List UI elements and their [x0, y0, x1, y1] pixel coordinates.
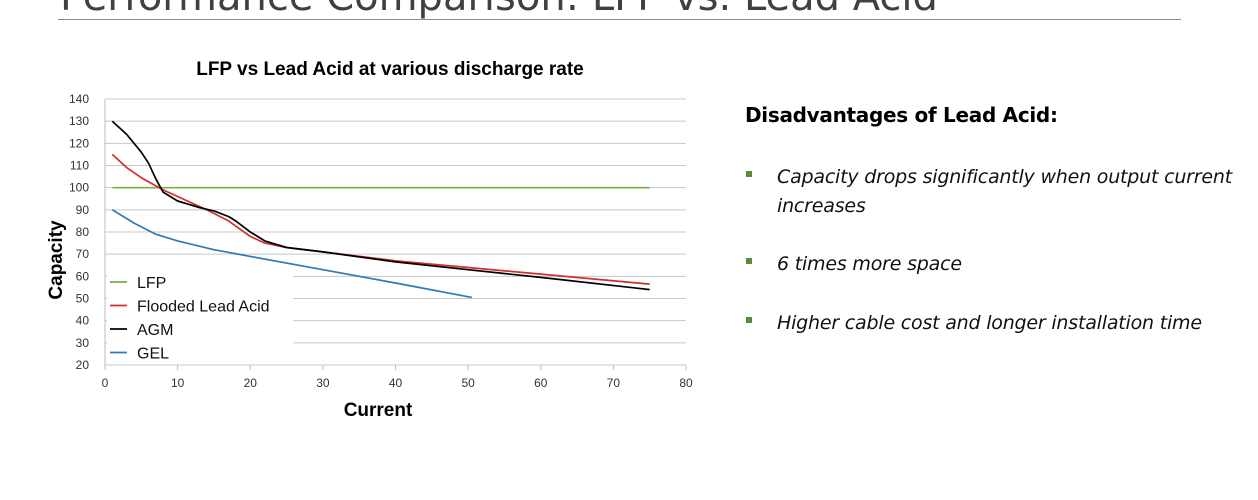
x-tick-label: 0 [102, 376, 109, 390]
line-chart: LFP vs Lead Acid at various discharge ra… [46, 59, 693, 421]
y-tick-label: 50 [76, 292, 90, 306]
panel-heading: Disadvantages of Lead Acid: [745, 103, 1058, 127]
y-tick-label: 100 [69, 181, 89, 195]
y-tick-label: 80 [76, 225, 90, 239]
series-line-agm [111, 120, 650, 291]
slide-title: Performance Comparison: LFP vs. Lead Aci… [60, 0, 938, 20]
bullet-text: Higher cable cost and longer installatio… [777, 312, 1202, 334]
y-axis-label: Capacity [46, 220, 67, 300]
series-line-flooded-lead-acid [111, 153, 650, 285]
x-tick-label: 60 [534, 376, 548, 390]
x-tick-label: 10 [171, 376, 185, 390]
y-tick-label: 40 [76, 314, 90, 328]
legend-label: LFP [137, 275, 166, 292]
y-tick-label: 130 [69, 114, 89, 128]
bullet-square-icon [746, 317, 752, 323]
y-tick-label: 70 [76, 247, 90, 261]
x-tick-label: 70 [607, 376, 621, 390]
y-tick-label: 20 [76, 358, 90, 372]
x-tick-label: 80 [679, 376, 693, 390]
x-tick-label: 50 [461, 376, 475, 390]
bullet-text: Capacity drops significantly when output… [777, 166, 1232, 217]
legend-label: AGM [137, 322, 173, 339]
bullet-square-icon [746, 171, 752, 177]
bullet-text: 6 times more space [777, 253, 962, 275]
legend-label: GEL [137, 346, 169, 363]
series-line-gel [111, 209, 472, 299]
x-tick-label: 40 [389, 376, 403, 390]
x-axis-label: Current [344, 400, 413, 421]
y-tick-label: 110 [70, 159, 89, 173]
y-tick-label: 140 [69, 92, 89, 106]
chart-title: LFP vs Lead Acid at various discharge ra… [196, 59, 584, 80]
y-tick-label: 90 [76, 203, 90, 217]
x-tick-label: 30 [316, 376, 330, 390]
x-tick-label: 20 [244, 376, 258, 390]
bullet-square-icon [746, 258, 752, 264]
legend-label: Flooded Lead Acid [137, 299, 270, 316]
y-tick-label: 120 [69, 136, 89, 150]
y-tick-label: 60 [76, 269, 90, 283]
title-divider [58, 19, 1181, 20]
y-tick-label: 30 [76, 336, 90, 350]
legend-box [107, 268, 293, 364]
